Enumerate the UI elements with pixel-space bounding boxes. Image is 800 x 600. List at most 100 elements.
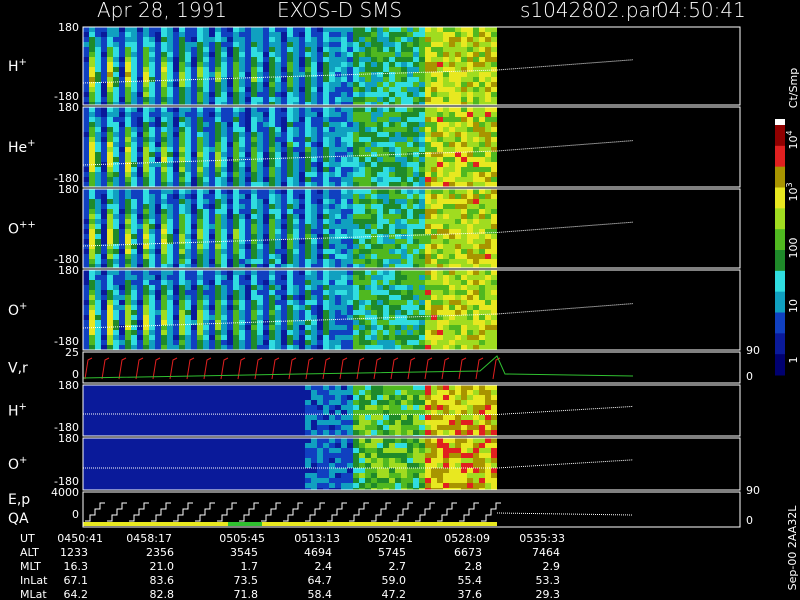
spectrogram-cell (281, 92, 287, 97)
spectrogram-cell (119, 214, 125, 219)
spectrogram-cell (167, 224, 173, 229)
spectrogram-cell (233, 172, 239, 177)
spectrogram-cell (293, 82, 299, 87)
spectrogram-cell (401, 310, 407, 315)
spectrogram-cell (227, 420, 233, 425)
spectrogram-cell (101, 27, 107, 32)
spectrogram-cell (263, 107, 269, 112)
spectrogram-cell (275, 92, 281, 97)
spectrogram-cell (365, 137, 371, 142)
spectrogram-cell (419, 157, 425, 162)
spectrogram-cell (335, 92, 341, 97)
spectrogram-cell (389, 259, 395, 264)
spectrogram-cell (119, 264, 125, 268)
spectrogram-cell (191, 345, 197, 350)
spectrogram-cell (83, 425, 89, 430)
spectrogram-cell (221, 385, 227, 390)
spectrogram-cell (83, 127, 89, 132)
spectrogram-cell (257, 177, 263, 182)
spectrogram-cell (227, 209, 233, 214)
spectrogram-cell (251, 57, 257, 62)
spectrogram-cell (137, 390, 143, 395)
spectrogram-cell (209, 27, 215, 32)
spectrogram-cell (371, 280, 377, 285)
spectrogram-cell (437, 32, 443, 37)
spectrogram-cell (101, 162, 107, 167)
spectrogram-cell (89, 87, 95, 92)
spectrogram-cell (371, 112, 377, 117)
spectrogram-cell (125, 254, 131, 259)
spectrogram-cell (233, 82, 239, 87)
spectrogram-cell (383, 87, 389, 92)
spectrogram-cell (383, 239, 389, 244)
spectrogram-cell (287, 102, 293, 105)
spectrogram-cell (389, 57, 395, 62)
spectrogram-cell (353, 270, 359, 275)
spectrogram-cell (353, 280, 359, 285)
spectrogram-cell (215, 52, 221, 57)
spectrogram-cell (431, 340, 437, 345)
spectrogram-cell (311, 32, 317, 37)
spectrogram-cell (257, 137, 263, 142)
spectrogram-cell (203, 132, 209, 137)
spectrogram-cell (269, 199, 275, 204)
spectrogram-cell (197, 425, 203, 430)
spectrogram-cell (149, 167, 155, 172)
spectrogram-cell (359, 152, 365, 157)
spectrogram-cell (443, 32, 449, 37)
spectrogram-cell (323, 199, 329, 204)
spectrogram-cell (119, 300, 125, 305)
spectrogram-cell (449, 77, 455, 82)
spectrogram-cell (317, 295, 323, 300)
spectrogram-cell (419, 305, 425, 310)
spectrogram-cell (173, 405, 179, 410)
spectrogram-cell (119, 162, 125, 167)
spectrogram-cell (203, 315, 209, 320)
spectrogram-cell (239, 132, 245, 137)
spectrogram-cell (461, 77, 467, 82)
spectrogram-cell (125, 234, 131, 239)
spectrogram-cell (119, 425, 125, 430)
spectrogram-cell (149, 172, 155, 177)
spectrogram-cell (305, 270, 311, 275)
spectrogram-cell (137, 405, 143, 410)
spectrogram-cell (173, 52, 179, 57)
spectrogram-cell (161, 172, 167, 177)
spectrogram-cell (221, 162, 227, 167)
spectrogram-cell (305, 295, 311, 300)
spectrogram-cell (443, 209, 449, 214)
spectrogram-cell (413, 300, 419, 305)
spectrogram-cell (329, 285, 335, 290)
spectrogram-cell (89, 194, 95, 199)
spectrogram-cell (107, 400, 113, 405)
spectrogram-cell (83, 295, 89, 300)
spectrogram-cell (455, 47, 461, 52)
spectrogram-cell (215, 275, 221, 280)
spectrogram-cell (131, 132, 137, 137)
spectrogram-cell (485, 77, 491, 82)
spectrogram-cell (437, 300, 443, 305)
spectrogram-cell (107, 224, 113, 229)
spectrogram-cell (149, 275, 155, 280)
spectrogram-cell (95, 295, 101, 300)
spectrogram-cell (281, 214, 287, 219)
spectrogram-cell (449, 300, 455, 305)
spectrogram-cell (299, 285, 305, 290)
spectrogram-cell (389, 229, 395, 234)
spectrogram-cell (185, 310, 191, 315)
spectrogram-cell (275, 182, 281, 187)
spectrogram-cell (281, 27, 287, 32)
spectrogram-cell (263, 234, 269, 239)
spectrogram-cell (113, 152, 119, 157)
spectrogram-cell (95, 405, 101, 410)
spectrogram-cell (221, 239, 227, 244)
spectrogram-cell (401, 320, 407, 325)
spectrogram-cell (479, 152, 485, 157)
spectrogram-cell (311, 290, 317, 295)
spectrogram-cell (395, 244, 401, 249)
spectrogram-cell (95, 410, 101, 415)
spectrogram-cell (341, 199, 347, 204)
spectrogram-cell (245, 62, 251, 67)
spectrogram-cell (143, 219, 149, 224)
spectrogram-cell (143, 390, 149, 395)
